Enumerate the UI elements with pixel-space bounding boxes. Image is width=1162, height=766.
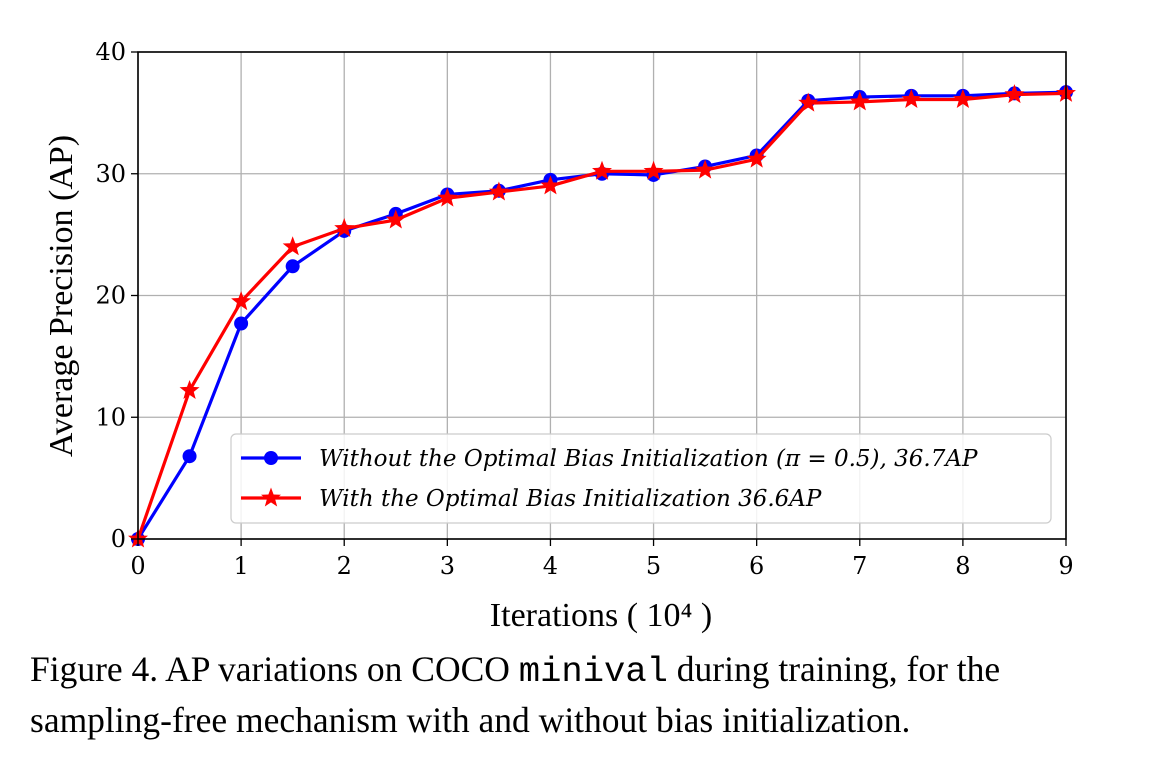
data-point (179, 379, 200, 399)
series-layer (128, 82, 1076, 548)
caption-code: minival (518, 651, 668, 692)
data-point (746, 148, 767, 168)
y-tick-label: 10 (95, 403, 126, 431)
data-point (488, 181, 509, 201)
ap-line-chart: 0 1 2 3 4 5 6 7 8 9 0 10 20 30 40 Without the Optimal … (43, 38, 1076, 634)
x-axis-title: Iterations ( 10⁴ ) (490, 597, 712, 634)
data-point (592, 160, 612, 180)
data-point (182, 449, 197, 464)
data-point (952, 88, 973, 108)
legend: Without the Optimal Bias Initialization … (230, 433, 1052, 524)
x-tick-label: 5 (646, 552, 661, 580)
x-tick-label: 7 (852, 552, 867, 580)
figure-caption: Figure 4. AP variations on COCO minival … (30, 645, 1140, 744)
data-point (849, 91, 870, 111)
data-point (540, 175, 561, 195)
data-point (901, 88, 922, 108)
legend-box (230, 433, 1052, 524)
y-tick-label: 0 (111, 525, 126, 553)
data-point (798, 92, 819, 112)
y-tick-label: 20 (95, 282, 126, 310)
x-tick-label: 1 (233, 552, 248, 580)
x-tick-label: 9 (1058, 552, 1073, 580)
data-point (1004, 84, 1025, 104)
data-point (282, 236, 303, 256)
y-tick-label: 30 (95, 160, 126, 188)
data-point (234, 316, 249, 331)
y-tick-label: 40 (95, 38, 126, 66)
x-tick-label: 2 (337, 552, 352, 580)
caption-prefix: Figure 4. AP variations on COCO (30, 649, 519, 689)
x-tick-label: 6 (749, 552, 764, 580)
data-point (385, 209, 406, 229)
legend-label-without: Without the Optimal Bias Initialization … (319, 446, 978, 472)
y-axis-title: Average Precision (AP) (43, 135, 80, 457)
data-point (643, 160, 664, 180)
legend-marker-with (261, 487, 281, 507)
legend-label-with: With the Optimal Bias Initialization 36.… (319, 486, 822, 512)
data-point (334, 218, 355, 238)
x-tick-label: 0 (130, 552, 145, 580)
data-point (695, 159, 716, 179)
caption-suffix: during training, for the sampling-free m… (30, 649, 1001, 740)
data-point (437, 187, 458, 207)
legend-marker-without (264, 451, 278, 465)
series-1 (128, 82, 1076, 548)
data-point (285, 259, 300, 274)
x-tick-label: 4 (543, 552, 558, 580)
x-tick-label: 3 (440, 552, 455, 580)
tick-marks: 0 1 2 3 4 5 6 7 8 9 0 10 20 30 40 (95, 38, 1073, 580)
data-point (231, 291, 252, 311)
x-tick-label: 8 (955, 552, 970, 580)
